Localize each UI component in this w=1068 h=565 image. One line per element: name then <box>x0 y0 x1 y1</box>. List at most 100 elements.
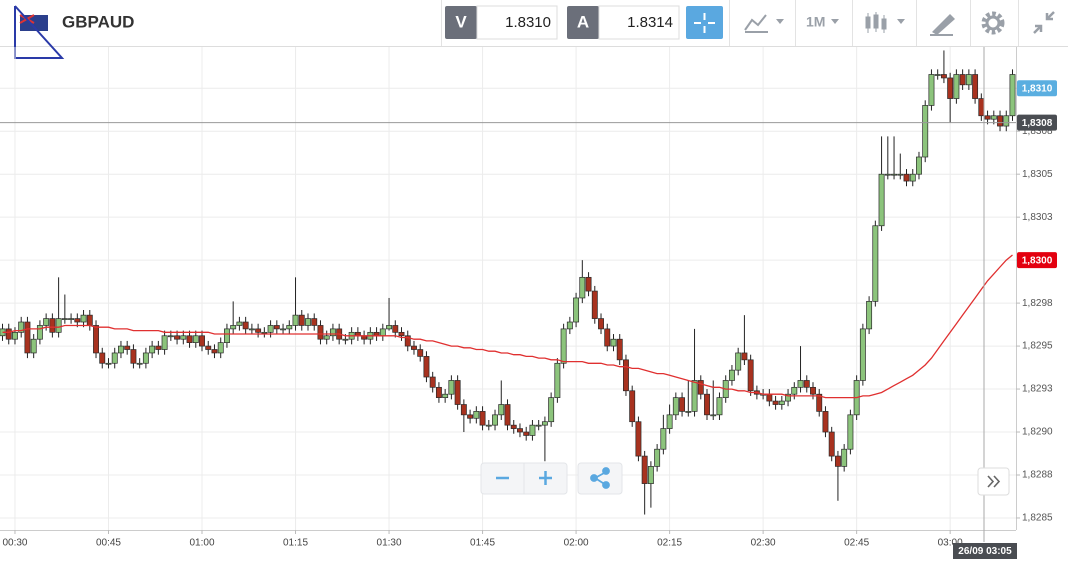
crosshair-button[interactable] <box>686 6 723 39</box>
x-tick-label: 00:45 <box>96 538 121 549</box>
candle-body <box>566 321 573 330</box>
candle-body <box>24 321 31 354</box>
x-tick-label: 01:30 <box>377 538 402 549</box>
candle-body <box>579 276 586 299</box>
candle-body <box>691 380 698 412</box>
candle-body <box>479 411 486 426</box>
candle-body <box>142 352 149 364</box>
candle-body <box>130 349 137 364</box>
candle-body <box>735 352 742 371</box>
candle-body <box>535 424 542 427</box>
candle-body <box>1009 74 1016 117</box>
candle-body <box>30 338 37 354</box>
candle-body <box>959 74 966 86</box>
candle-body <box>704 393 710 416</box>
candle-body <box>766 393 773 402</box>
candle-body <box>485 424 492 427</box>
candle-body <box>329 328 336 337</box>
price-label: 1,8300 <box>1022 255 1053 266</box>
candle-body <box>398 331 405 337</box>
candle-body <box>785 393 792 402</box>
candle-body <box>928 74 935 106</box>
collapse-button[interactable] <box>1033 11 1055 34</box>
candle-body <box>884 173 891 176</box>
candle-body <box>810 386 816 395</box>
candle-body <box>523 431 530 436</box>
candle-body <box>105 362 112 365</box>
bid-box[interactable] <box>445 6 477 39</box>
candle-body <box>685 411 692 413</box>
candle-body <box>972 74 979 99</box>
candle-body <box>230 325 237 330</box>
candle-body <box>404 335 411 347</box>
candle-body <box>585 276 592 292</box>
dropdown-arrow <box>831 19 839 24</box>
drawing-triangle[interactable] <box>14 5 65 59</box>
candle-body <box>997 115 1003 127</box>
candle-body <box>934 74 941 76</box>
zoom-in[interactable] <box>539 471 552 485</box>
x-tick-label: 02:15 <box>657 538 682 549</box>
candle-body <box>772 400 779 405</box>
indicator-button[interactable] <box>744 14 784 33</box>
candle-body <box>541 421 548 426</box>
candle-body <box>940 74 947 79</box>
candle-body <box>623 359 629 392</box>
x-tick-label: 01:45 <box>470 538 495 549</box>
candle-body <box>517 428 523 433</box>
moving-average <box>2 254 1013 399</box>
candle-body <box>442 393 449 398</box>
candle-body <box>660 428 667 450</box>
zoom-controls <box>480 462 623 495</box>
settings-button[interactable] <box>981 11 1005 35</box>
crosshair-label: 26/09 03:05 <box>958 546 1012 557</box>
candle-body <box>323 335 330 340</box>
candle-body <box>822 411 829 433</box>
candle-body <box>124 345 131 350</box>
x-tick-label: 02:30 <box>751 538 776 549</box>
chart-type-button[interactable] <box>865 12 905 33</box>
candle-body <box>217 342 224 354</box>
candle-body <box>816 393 823 412</box>
x-tick-label: 01:00 <box>189 538 214 549</box>
candle-body <box>155 345 162 350</box>
candle-body <box>93 325 99 354</box>
candle-body <box>610 338 617 347</box>
candle-body <box>629 390 636 423</box>
draw-button[interactable] <box>930 14 955 36</box>
candle-body <box>859 328 866 381</box>
scroll-right-button[interactable] <box>977 467 1010 496</box>
candle-body <box>916 156 922 175</box>
candle-body <box>828 431 835 457</box>
price-label-box <box>1017 252 1057 269</box>
x-tick-label: 02:00 <box>564 538 589 549</box>
candle-body <box>560 328 567 364</box>
y-tick-label: 1,8295 <box>1022 341 1053 352</box>
symbol[interactable]: GBPAUD <box>62 12 134 31</box>
candle-body <box>903 173 910 182</box>
price-label: 1,8310 <box>1022 83 1053 94</box>
candle-body <box>716 397 723 416</box>
plot-area: 1,8285 1,8288 1,8290 1,8293 1,8295 1,8298 1,83… <box>0 47 1057 559</box>
ask-box[interactable] <box>567 6 599 39</box>
timeframe[interactable]: 1M <box>806 14 825 30</box>
candle-body <box>261 331 268 334</box>
candle-body <box>679 397 686 412</box>
x-tick-label: 01:15 <box>283 538 308 549</box>
candle-body <box>223 328 230 343</box>
y-tick-label: 1,8308 <box>1022 126 1053 137</box>
candle-body <box>286 325 293 330</box>
candle-body <box>529 424 536 436</box>
candle-body <box>36 325 43 340</box>
bid-value-box <box>476 5 558 40</box>
candle-body <box>292 314 299 326</box>
candle-body <box>510 424 517 429</box>
candle-body <box>460 404 467 416</box>
candle-body <box>747 359 754 392</box>
bid-label: V <box>455 12 467 31</box>
share-button[interactable] <box>590 467 610 489</box>
price-label-box <box>1017 80 1057 97</box>
candle-body <box>161 335 168 350</box>
